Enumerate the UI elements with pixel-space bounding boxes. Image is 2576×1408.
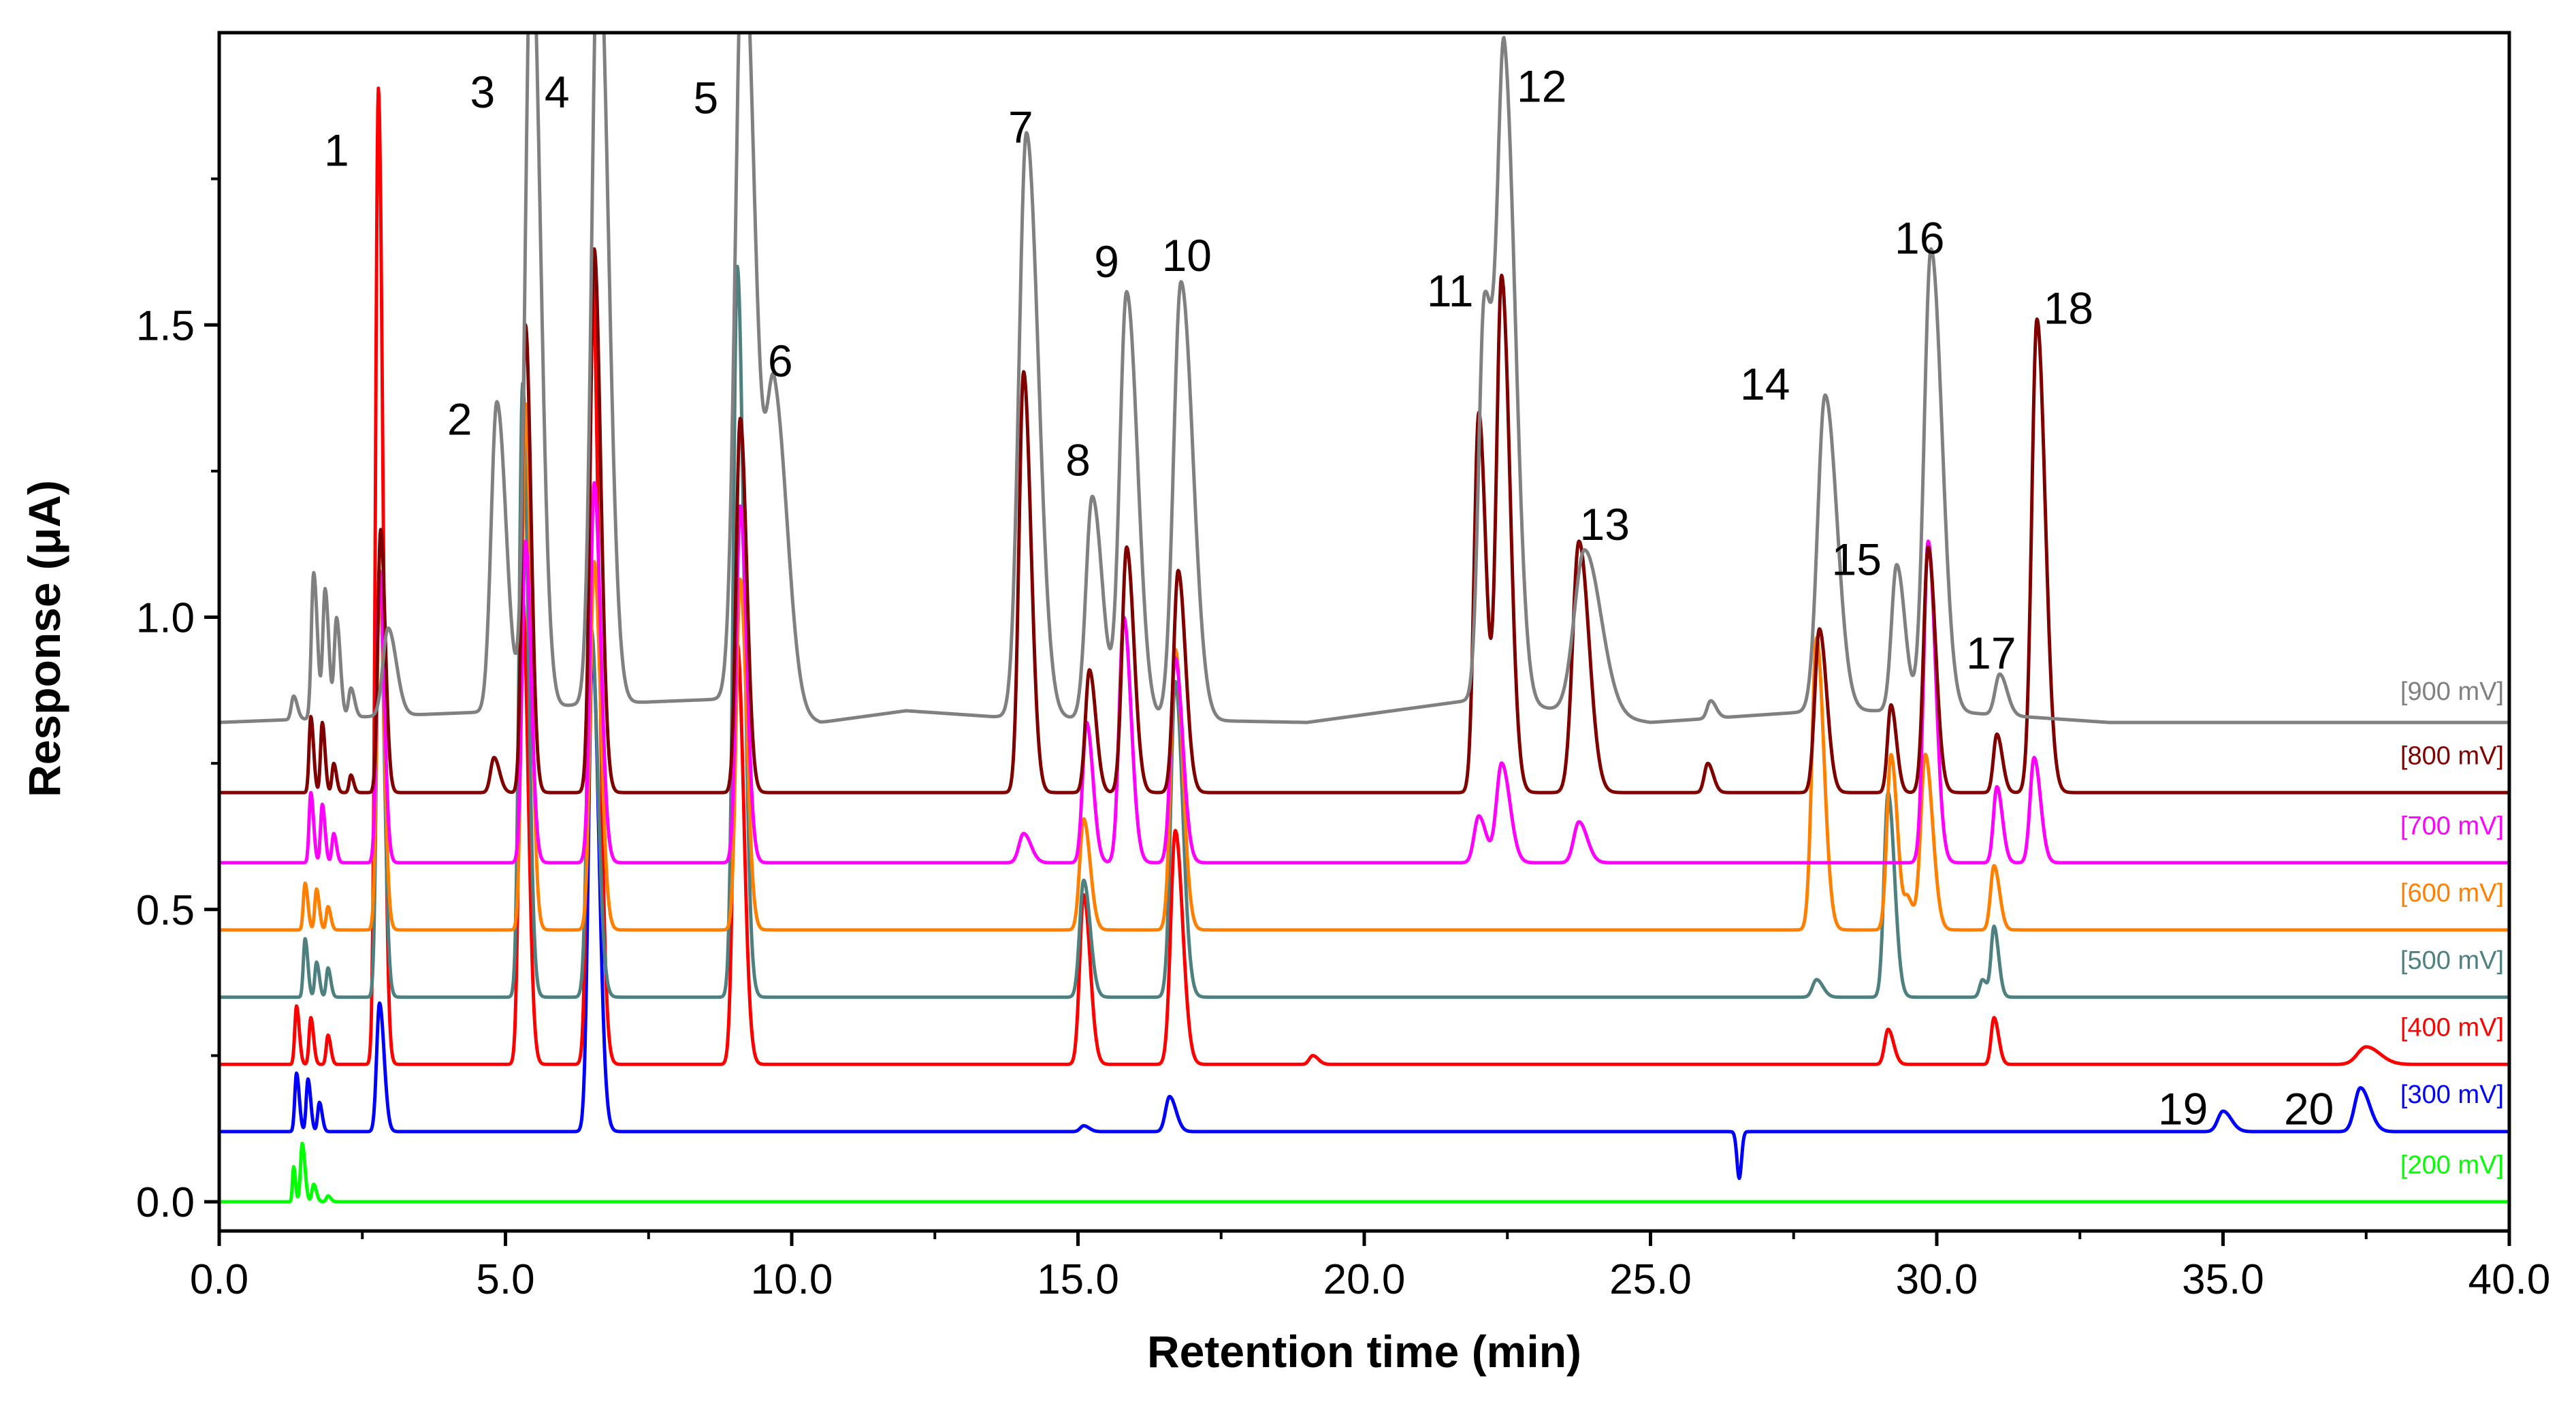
peak-number-label: 3 <box>470 67 496 117</box>
peak-number-label: 14 <box>1740 359 1790 409</box>
series-line <box>219 33 2509 724</box>
peak-number-label: 11 <box>1427 266 1474 316</box>
y-tick-label: 1.5 <box>136 302 195 349</box>
peak-number-label: 15 <box>1832 534 1882 585</box>
peak-number-label: 18 <box>2044 283 2093 334</box>
x-axis: 0.0 5.0 10.0 15.0 20.0 25.0 30.0 35.0 40.0 <box>190 1231 2550 1303</box>
peak-number-label: 1 <box>324 125 349 176</box>
peak-number-label: 7 <box>1008 101 1033 152</box>
peak-number-label: 17 <box>1966 628 2016 678</box>
peak-number-label: 20 <box>2284 1084 2334 1134</box>
series-line <box>219 481 2509 865</box>
y-tick-label: 0.5 <box>136 887 195 934</box>
x-tick-label: 20.0 <box>1323 1256 1406 1303</box>
y-tick-label: 0.0 <box>136 1179 195 1226</box>
x-tick-label: 5.0 <box>476 1256 534 1303</box>
peak-number-label: 2 <box>447 394 472 445</box>
series-line <box>219 247 2509 795</box>
series-line <box>219 402 2509 932</box>
series-legend-label: [800 mV] <box>2400 741 2504 770</box>
peak-number-label: 4 <box>545 67 570 117</box>
peak-number-label: 10 <box>1162 230 1212 281</box>
y-axis-title: Response (μA) <box>19 480 69 797</box>
series-legend-label: [200 mV] <box>2400 1151 2504 1179</box>
peak-number-label: 8 <box>1065 435 1091 485</box>
peak-number-label: 5 <box>693 72 718 123</box>
series-line <box>219 1141 2509 1204</box>
series-lines <box>219 33 2509 1204</box>
series-legend-label: [300 mV] <box>2400 1081 2504 1109</box>
peak-number-label: 16 <box>1895 212 1944 263</box>
peak-number-label: 9 <box>1094 236 1119 287</box>
x-tick-label: 15.0 <box>1037 1256 1119 1303</box>
x-tick-label: 10.0 <box>751 1256 833 1303</box>
x-tick-label: 0.0 <box>190 1256 248 1303</box>
x-tick-label: 40.0 <box>2468 1256 2551 1303</box>
x-tick-label: 30.0 <box>1896 1256 1978 1303</box>
series-legend-label: [400 mV] <box>2400 1014 2504 1042</box>
series-legend-label: [700 mV] <box>2400 812 2504 840</box>
y-tick-label: 1.0 <box>136 595 195 642</box>
series-legend-label: [900 mV] <box>2400 677 2504 706</box>
x-axis-title: Retention time (min) <box>1147 1326 1581 1377</box>
series-labels: [900 mV] [800 mV] [700 mV] [600 mV] [500 mV]… <box>2400 677 2504 1179</box>
series-legend-label: [500 mV] <box>2400 946 2504 975</box>
peak-number-label: 12 <box>1517 61 1566 111</box>
series-line <box>219 264 2509 999</box>
peak-number-label: 6 <box>768 336 793 386</box>
x-tick-label: 25.0 <box>1609 1256 1692 1303</box>
peak-number-label: 19 <box>2158 1084 2208 1134</box>
x-tick-label: 35.0 <box>2182 1256 2264 1303</box>
series-legend-label: [600 mV] <box>2400 879 2504 908</box>
y-axis: 0.0 0.5 1.0 1.5 <box>136 177 219 1226</box>
series-line <box>219 650 2509 1181</box>
peak-number-label: 13 <box>1580 499 1630 549</box>
